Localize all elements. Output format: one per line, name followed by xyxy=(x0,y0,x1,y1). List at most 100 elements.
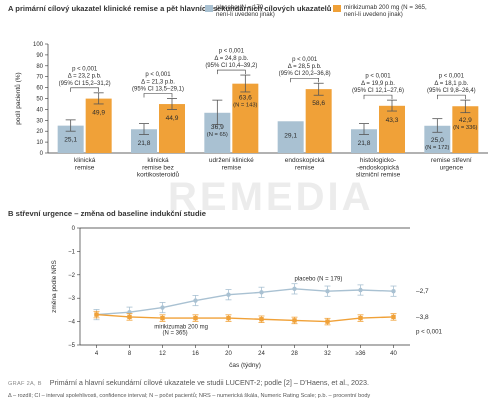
placebo-value-label: 25,1 xyxy=(64,137,77,144)
p-value-annotation: p < 0,001 xyxy=(416,328,443,335)
x-tick-label-b: 28 xyxy=(291,351,298,357)
y-tick-label-a: 100 xyxy=(33,42,44,48)
mirikizumab-bar xyxy=(452,106,479,153)
x-tick-label-b: 16 xyxy=(192,351,199,357)
placebo-point xyxy=(358,287,363,293)
mirikizumab-point xyxy=(226,315,231,321)
y-tick-label-a: 20 xyxy=(36,129,43,135)
category-label: remise bez xyxy=(142,164,174,171)
legend-mirikizumab-line2: není-li uvedeno jinak) xyxy=(344,11,403,19)
category-label: remise střevní xyxy=(431,157,472,164)
significance-annotation: Δ = 18,1 p.b. xyxy=(434,81,468,87)
y-tick-label-a: 80 xyxy=(36,64,43,70)
significance-annotation: p < 0,001 xyxy=(365,74,391,80)
mirikizumab-point xyxy=(292,318,297,323)
x-tick-label-b: 20 xyxy=(225,351,232,357)
category-label: kortikosteroidů xyxy=(137,171,180,179)
figure-caption-text: Primární a hlavní sekundární cílové ukaz… xyxy=(49,378,369,387)
mirikizumab-swatch xyxy=(333,5,341,12)
category-label: remise xyxy=(295,164,315,171)
x-tick-label-b: 24 xyxy=(258,351,265,357)
placebo-point xyxy=(160,305,165,310)
x-tick-label-b: ≥36 xyxy=(356,351,367,357)
legend-mirikizumab: mirikizumab 200 mg (N = 365, není-li uve… xyxy=(333,4,427,19)
placebo-value-label: 29,1 xyxy=(284,132,297,139)
significance-bracket xyxy=(70,87,99,92)
significance-bracket xyxy=(290,77,319,83)
y-tick-label-b: −4 xyxy=(68,320,76,326)
placebo-value-label: (N = 172) xyxy=(425,145,449,151)
placebo-series-label: placebo (N = 179) xyxy=(295,277,343,283)
watermark: REMEDIA xyxy=(168,175,374,219)
x-tick-label-b: 8 xyxy=(128,351,132,357)
category-label: klinická xyxy=(74,157,96,164)
significance-annotation: Δ = 24,8 p.b. xyxy=(214,56,248,62)
significance-annotation: Δ = 19,9 p.b. xyxy=(361,81,395,87)
line-chart-bowel-urgency: 0 −1 −2 −3 −4 −5 4 8 12 16 20 24 28 32 ≥36 40 čas (týdny… xyxy=(51,226,443,369)
significance-annotation: Δ = 28,5 p.b. xyxy=(288,64,322,70)
mirikizumab-bar xyxy=(232,83,259,153)
category-label: histologicko- xyxy=(360,157,396,164)
significance-annotation: p < 0,001 xyxy=(72,66,98,72)
significance-annotation: Δ = 23,2 p.b. xyxy=(68,74,102,80)
category-label: remise xyxy=(222,164,242,171)
mirikizumab-series-n: (N = 365) xyxy=(163,330,188,336)
mirikizumab-bar xyxy=(305,89,332,153)
abbreviations: Δ – rozdíl; CI – interval spolehlivosti,… xyxy=(8,393,371,399)
mirikizumab-line xyxy=(96,313,394,323)
significance-annotation: Δ = 21,3 p.b. xyxy=(141,79,175,85)
y-tick-label-b: −3 xyxy=(68,296,76,302)
mirikizumab-value-label: 44,9 xyxy=(166,115,179,122)
significance-bracket xyxy=(437,94,466,100)
y-tick-label-b: 0 xyxy=(72,226,76,232)
placebo-point xyxy=(325,288,330,294)
y-tick-label-a: 90 xyxy=(36,53,43,59)
x-tick-label-b: 40 xyxy=(390,351,397,357)
mirikizumab-point xyxy=(358,315,363,321)
placebo-swatch xyxy=(205,5,213,12)
legend-mirikizumab-line1: mirikizumab 200 mg (N = 365, xyxy=(344,4,427,11)
mirikizumab-value-label: 49,9 xyxy=(92,110,105,117)
placebo-bar xyxy=(351,129,377,153)
placebo-value-label: (N = 65) xyxy=(207,132,228,138)
significance-annotation: (95% CI 12,1–27,6) xyxy=(352,88,404,94)
mirikizumab-point xyxy=(391,314,396,320)
significance-annotation: p < 0,001 xyxy=(219,49,245,55)
x-tick-label-b: 32 xyxy=(324,351,331,357)
placebo-point xyxy=(226,292,231,297)
significance-bracket xyxy=(363,94,393,100)
category-label: remise xyxy=(75,164,95,171)
y-tick-label-a: 70 xyxy=(36,75,43,81)
placebo-value-label: 25,0 xyxy=(431,137,444,144)
y-tick-label-b: −2 xyxy=(68,273,76,279)
placebo-value-label: 21,8 xyxy=(358,140,371,147)
placebo-bar xyxy=(131,129,157,153)
mirikizumab-point xyxy=(325,319,330,324)
mirikizumab-value-label: 63,6 xyxy=(239,95,252,102)
figure-label: GRAF 2A, B xyxy=(8,381,42,387)
x-tick-label-b: 4 xyxy=(95,351,99,357)
mirikizumab-value-label: 43,3 xyxy=(386,117,399,124)
x-tick-label-b: 12 xyxy=(159,351,166,357)
mirikizumab-bar xyxy=(159,104,185,153)
placebo-value-label: 21,8 xyxy=(138,140,151,147)
significance-annotation: (95% CI 13,5–29,1) xyxy=(132,87,184,93)
significance-annotation: (95% CI 20,2–36,8) xyxy=(279,71,331,77)
mirikizumab-end-label: –3,8 xyxy=(416,314,429,321)
mirikizumab-point xyxy=(94,312,99,317)
mirikizumab-value-label: (N = 143) xyxy=(233,103,257,109)
significance-annotation: (95% CI 15,2–31,2) xyxy=(59,81,111,87)
category-label: urgence xyxy=(440,164,464,171)
y-tick-label-a: 0 xyxy=(40,151,44,157)
y-axis-label-b: změna podle NRS xyxy=(51,259,58,312)
mirikizumab-value-label: 58,6 xyxy=(312,100,325,107)
placebo-value-label: 36,9 xyxy=(211,124,224,131)
placebo-point xyxy=(391,288,396,294)
category-label: klinická xyxy=(147,157,169,164)
mirikizumab-bar xyxy=(379,105,405,153)
y-tick-label-a: 40 xyxy=(36,107,43,113)
bar-chart-clinical-remission: 0 10 20 30 40 50 60 70 80 90 100 podíl pacientů (%)… xyxy=(14,42,488,179)
significance-annotation: (95% CI 10,4–39,2) xyxy=(205,63,257,69)
mirikizumab-series-label: mirikizumab 200 mg xyxy=(154,325,208,331)
y-tick-label-a: 30 xyxy=(36,118,43,124)
